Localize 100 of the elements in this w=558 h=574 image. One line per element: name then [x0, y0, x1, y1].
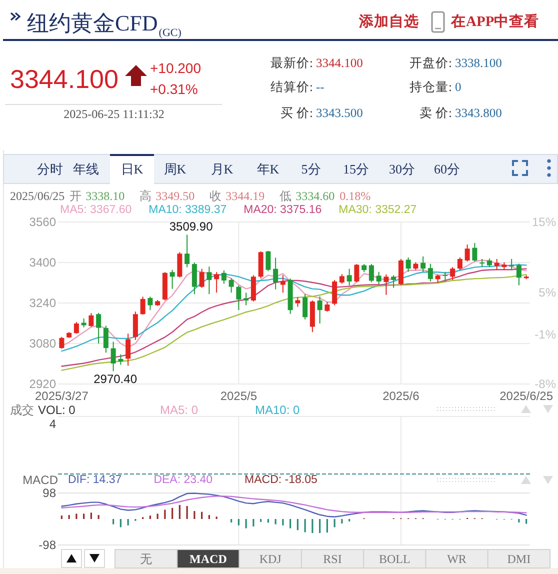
y-tick-label: 98: [42, 486, 56, 500]
text: 开: [70, 189, 82, 203]
candlestick: [420, 256, 426, 272]
text: MA5: 3367.60: [60, 204, 132, 216]
candlestick: [170, 269, 175, 290]
text: 纽约黄金CFD: [27, 10, 158, 36]
y2-tick-label: 15%: [532, 215, 556, 229]
text: 高: [140, 189, 152, 203]
text: KDJ: [259, 552, 282, 566]
text: 3338.10: [86, 189, 125, 203]
candlestick: [376, 271, 382, 285]
text: MA5: 0: [160, 403, 198, 417]
candlestick: [59, 336, 64, 350]
line-series: [61, 492, 527, 518]
candlestick: [457, 256, 462, 271]
line-series: [61, 496, 527, 514]
candlestick: [324, 301, 330, 312]
x-tick-label: 2025/5: [220, 389, 258, 403]
text: 30分: [389, 162, 415, 176]
x-tick-label: 2025/6/25: [500, 389, 554, 403]
text: MA20: 3375.16: [244, 204, 322, 216]
candlestick: [214, 272, 220, 294]
text: 添加自选: [358, 13, 419, 30]
candlestick: [236, 285, 242, 311]
text: 60分: [434, 162, 460, 176]
text: MA10: 3389.37: [148, 204, 227, 216]
candlestick: [140, 296, 146, 316]
y-tick-label: -98: [38, 538, 56, 552]
text: 开盘价:: [410, 56, 452, 70]
chart-title: MACD: [22, 473, 58, 487]
text: 2025-06-25 11:11:32: [64, 107, 164, 121]
candlestick: [317, 296, 322, 324]
candlestick: [244, 292, 249, 306]
text: 最新价:: [270, 56, 313, 70]
text: MA30: 3352.27: [338, 204, 417, 216]
text: 15分: [343, 162, 369, 176]
candlestick: [346, 268, 352, 286]
text: 收: [210, 189, 222, 203]
text: 年线: [73, 162, 99, 176]
candlestick: [74, 321, 79, 334]
text: MA10: 0: [255, 403, 300, 417]
candlestick: [184, 234, 190, 268]
candlestick: [228, 278, 234, 294]
candlestick: [354, 264, 360, 283]
candlestick: [280, 274, 286, 294]
text: (GC): [158, 27, 182, 39]
text: 成交: [10, 403, 34, 417]
text: DMI: [507, 552, 531, 566]
y-tick-label: 2920: [29, 377, 56, 391]
candlestick: [509, 258, 514, 271]
text: 3344.100: [316, 56, 363, 70]
text: 月K: [210, 162, 234, 176]
text: +10.200: [150, 60, 202, 76]
text: 日K: [120, 162, 144, 176]
text: 在APP中查看: [450, 13, 540, 30]
y2-tick-label: -1%: [534, 328, 556, 342]
y-tick-label: 3400: [29, 256, 56, 270]
text: 低: [280, 189, 292, 203]
candlestick: [118, 354, 124, 366]
y-tick-label: 3560: [29, 215, 56, 229]
candlestick: [148, 296, 153, 311]
text: 2025/06/25: [10, 189, 65, 203]
text: 持仓量:: [410, 80, 452, 94]
text: BOLL: [378, 552, 410, 566]
candlestick: [384, 274, 389, 296]
candlestick: [428, 263, 433, 282]
text: 3349.50: [156, 189, 195, 203]
candlestick: [295, 296, 300, 308]
annotation: 3509.90: [169, 220, 214, 234]
candlestick: [472, 242, 478, 262]
candlestick: [126, 333, 131, 366]
candlestick: [442, 271, 448, 282]
series-label: DIF: 14.37: [68, 474, 122, 486]
candlestick: [450, 266, 456, 280]
candlestick: [302, 294, 308, 320]
text: 3343.800: [455, 106, 502, 120]
text: 4: [49, 417, 56, 431]
candlestick: [199, 268, 204, 288]
text: 3344.100: [10, 64, 118, 94]
candlestick: [368, 264, 374, 283]
text: 3344.19: [226, 189, 265, 203]
text: 结算价:: [270, 80, 313, 94]
text: +0.31%: [150, 81, 198, 97]
text: 0: [455, 80, 462, 94]
candlestick: [406, 256, 411, 272]
candlestick: [464, 244, 470, 262]
text: 5分: [301, 162, 321, 176]
candlestick: [132, 311, 138, 340]
text: VOL: 0: [38, 403, 76, 417]
y-tick-label: 3240: [29, 296, 56, 310]
candlestick: [206, 266, 212, 295]
text: RSI: [323, 552, 342, 566]
y2-tick-label: -8%: [534, 377, 556, 391]
x-tick-label: 2025/6: [382, 389, 420, 403]
series-label: DEA: 23.40: [154, 474, 213, 486]
candlestick: [332, 279, 338, 306]
y-tick-label: 3080: [29, 336, 56, 350]
text: 3338.100: [455, 56, 502, 70]
text: 无: [140, 552, 152, 566]
candlestick: [192, 262, 197, 295]
